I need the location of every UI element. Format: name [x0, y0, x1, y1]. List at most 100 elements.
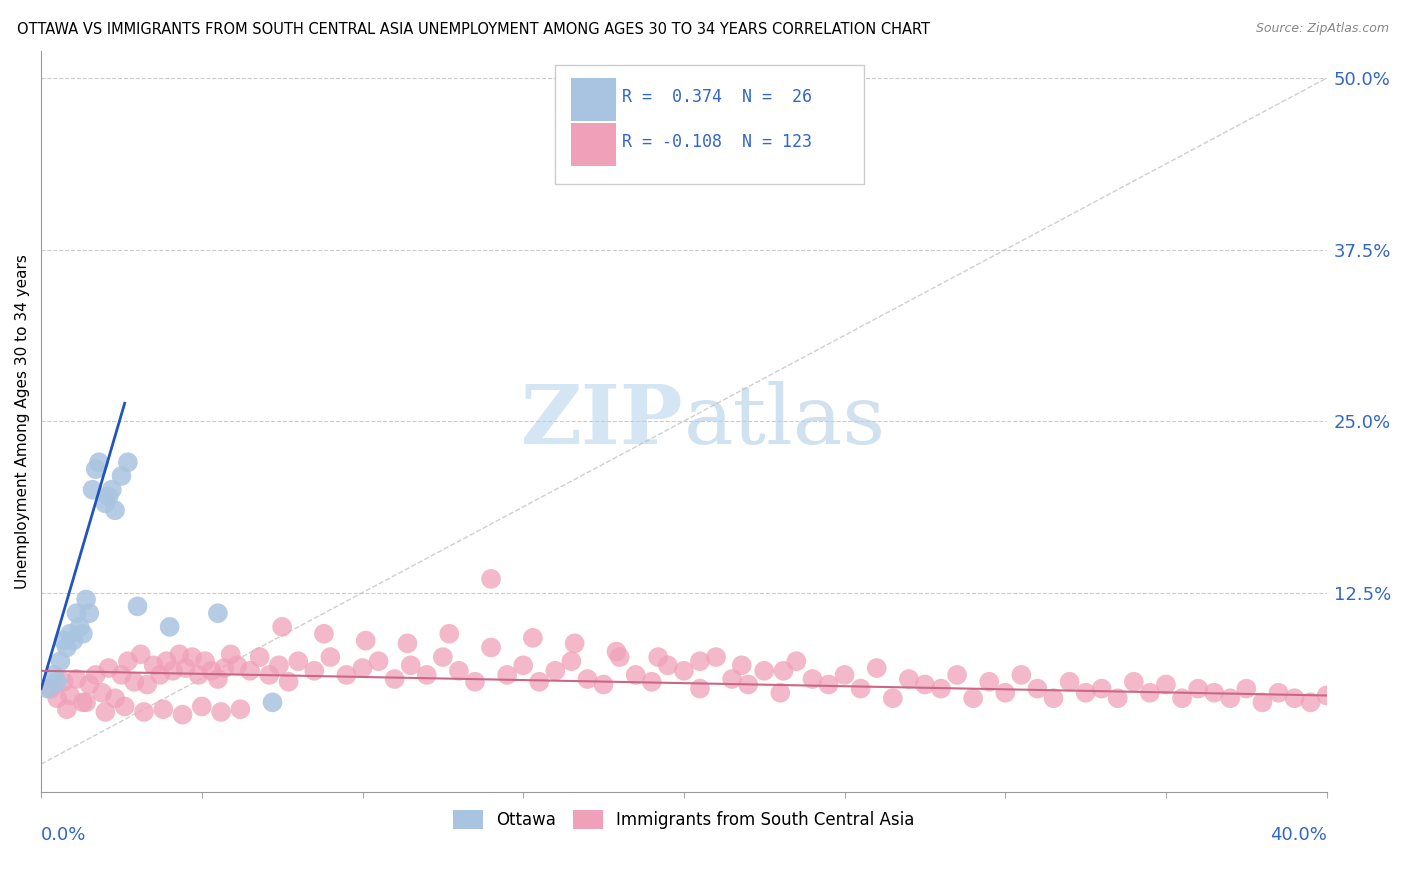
Point: [1074, 686, 1097, 700]
Point: [354, 633, 377, 648]
Point: [1267, 686, 1289, 700]
Point: [304, 664, 326, 678]
Point: [84, 668, 107, 682]
Point: [801, 672, 824, 686]
Point: [704, 650, 727, 665]
Point: [42, 668, 65, 682]
Point: [834, 668, 856, 682]
Point: [1234, 681, 1257, 696]
Point: [1107, 691, 1129, 706]
Point: [162, 664, 184, 678]
Point: [576, 672, 599, 686]
Point: [754, 664, 776, 678]
Point: [72, 626, 94, 640]
Point: [447, 664, 470, 678]
Point: [1219, 691, 1241, 706]
Point: [335, 668, 357, 682]
Point: [399, 658, 422, 673]
Point: [110, 668, 132, 682]
Point: [609, 650, 631, 665]
Point: [544, 664, 567, 678]
Point: [59, 689, 82, 703]
Point: [560, 654, 582, 668]
Point: [439, 626, 461, 640]
Point: [592, 677, 614, 691]
Text: 0.0%: 0.0%: [41, 826, 87, 844]
Point: [657, 658, 679, 673]
Legend: Ottawa, Immigrants from South Central Asia: Ottawa, Immigrants from South Central As…: [447, 804, 921, 836]
FancyBboxPatch shape: [571, 122, 616, 166]
Point: [75, 592, 97, 607]
Point: [117, 654, 139, 668]
Point: [564, 636, 586, 650]
Point: [207, 672, 229, 686]
Point: [731, 658, 754, 673]
Point: [1091, 681, 1114, 696]
Point: [352, 661, 374, 675]
Point: [65, 672, 87, 686]
Point: [1284, 691, 1306, 706]
Point: [129, 648, 152, 662]
Point: [124, 674, 146, 689]
Point: [416, 668, 439, 682]
Point: [172, 707, 194, 722]
Point: [312, 626, 335, 640]
Point: [132, 705, 155, 719]
Point: [914, 677, 936, 691]
Point: [94, 705, 117, 719]
Point: [512, 658, 534, 673]
Point: [82, 483, 104, 497]
Point: [262, 695, 284, 709]
Point: [1042, 691, 1064, 706]
FancyBboxPatch shape: [555, 65, 863, 184]
Point: [432, 650, 454, 665]
Text: R = -0.108  N = 123: R = -0.108 N = 123: [623, 133, 813, 151]
Point: [479, 572, 502, 586]
Point: [946, 668, 969, 682]
Point: [522, 631, 544, 645]
Point: [1010, 668, 1032, 682]
Point: [142, 658, 165, 673]
Point: [1154, 677, 1177, 691]
Point: [882, 691, 904, 706]
Point: [1122, 674, 1144, 689]
Point: [271, 620, 294, 634]
Point: [647, 650, 669, 665]
Point: [46, 674, 69, 689]
Point: [37, 681, 59, 696]
Y-axis label: Unemployment Among Ages 30 to 34 years: Unemployment Among Ages 30 to 34 years: [15, 253, 30, 589]
Point: [929, 681, 952, 696]
Point: [91, 686, 114, 700]
Point: [214, 661, 236, 675]
Point: [79, 606, 101, 620]
Point: [79, 677, 101, 691]
Point: [49, 654, 72, 668]
Point: [187, 668, 209, 682]
Point: [641, 674, 664, 689]
Point: [249, 650, 271, 665]
Point: [277, 674, 299, 689]
Point: [817, 677, 839, 691]
Point: [979, 674, 1001, 689]
Point: [72, 695, 94, 709]
Point: [69, 620, 91, 634]
Point: [384, 672, 406, 686]
Point: [672, 664, 695, 678]
Point: [114, 699, 136, 714]
Point: [56, 640, 79, 655]
Text: 40.0%: 40.0%: [1270, 826, 1327, 844]
Point: [110, 469, 132, 483]
Point: [97, 490, 120, 504]
Point: [104, 503, 127, 517]
Point: [97, 661, 120, 675]
Point: [367, 654, 389, 668]
Point: [529, 674, 551, 689]
Point: [769, 686, 792, 700]
Point: [84, 462, 107, 476]
Point: [207, 606, 229, 620]
Point: [721, 672, 744, 686]
Text: Source: ZipAtlas.com: Source: ZipAtlas.com: [1256, 22, 1389, 36]
Text: OTTAWA VS IMMIGRANTS FROM SOUTH CENTRAL ASIA UNEMPLOYMENT AMONG AGES 30 TO 34 YE: OTTAWA VS IMMIGRANTS FROM SOUTH CENTRAL …: [17, 22, 929, 37]
Point: [200, 664, 222, 678]
Point: [1187, 681, 1209, 696]
